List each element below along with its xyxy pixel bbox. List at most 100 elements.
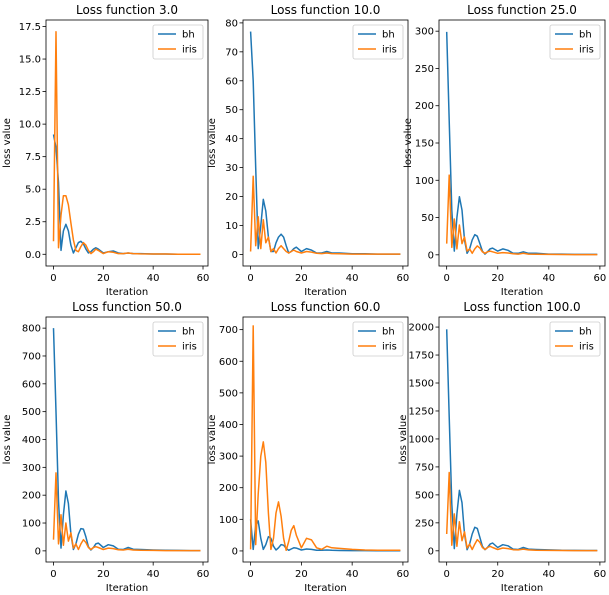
y-axis-label: loss value <box>403 118 414 168</box>
y-tick-label: 250 <box>415 518 434 529</box>
y-tick-label: 100 <box>22 519 41 530</box>
x-tick-label: 20 <box>295 569 308 580</box>
x-tick-label: 60 <box>594 273 607 284</box>
y-tick-label: 50 <box>225 105 238 116</box>
y-tick-label: 250 <box>415 64 434 75</box>
series-line-iris <box>445 174 598 256</box>
y-tick-label: 200 <box>22 491 41 502</box>
y-tick-label: 15.0 <box>19 55 41 66</box>
y-tick-label: 7.5 <box>25 152 41 163</box>
y-tick-label: 0.0 <box>25 250 41 261</box>
chart-title: Loss function 50.0 <box>72 300 182 314</box>
y-tick-label: 50 <box>421 213 434 224</box>
y-axis-label: loss value <box>207 118 218 168</box>
legend-label-iris: iris <box>579 342 594 353</box>
x-tick-label: 60 <box>197 569 210 580</box>
x-tick-label: 60 <box>397 273 410 284</box>
series-line-iris <box>249 175 401 255</box>
x-tick-label: 0 <box>247 273 253 284</box>
x-tick-label: 40 <box>147 569 160 580</box>
y-tick-label: 750 <box>415 462 434 473</box>
x-axis-label: Iteration <box>304 583 346 594</box>
y-tick-label: 1000 <box>409 434 434 445</box>
y-tick-label: 70 <box>225 47 238 58</box>
y-tick-label: 10 <box>225 221 238 232</box>
chart-title: Loss function 25.0 <box>467 3 577 17</box>
y-tick-label: 17.5 <box>19 22 41 33</box>
x-tick-label: 40 <box>542 569 555 580</box>
y-tick-label: 0 <box>428 250 434 261</box>
x-axis-label: Iteration <box>304 287 346 298</box>
y-tick-label: 600 <box>22 379 41 390</box>
y-tick-label: 80 <box>225 18 238 29</box>
axes-frame <box>242 19 409 267</box>
chart-title: Loss function 10.0 <box>271 3 381 17</box>
axes-frame <box>45 19 209 267</box>
y-axis-label: loss value <box>207 415 218 465</box>
x-tick-label: 0 <box>443 273 449 284</box>
y-axis-label: loss value <box>2 415 13 465</box>
x-tick-label: 40 <box>346 273 359 284</box>
x-tick-label: 40 <box>147 273 160 284</box>
legend-label-bh: bh <box>182 30 195 41</box>
x-tick-label: 60 <box>197 273 210 284</box>
legend: bh iris <box>352 321 404 357</box>
chart-3: 0 20 40 60 0 50 100 150 200 250 300 Loss function 2… <box>403 3 606 298</box>
y-tick-label: 300 <box>219 452 238 463</box>
x-tick-label: 0 <box>50 569 56 580</box>
x-tick-label: 0 <box>50 273 56 284</box>
y-tick-label: 500 <box>22 407 41 418</box>
legend-label-bh: bh <box>579 30 592 41</box>
legend: bh iris <box>549 24 601 60</box>
chart-2: 0 20 40 60 0 10 20 30 40 50 60 70 80 Loss function 10… <box>207 3 409 298</box>
x-tick-label: 60 <box>397 569 410 580</box>
y-tick-label: 0 <box>428 546 434 557</box>
x-tick-label: 0 <box>443 569 449 580</box>
y-tick-label: 500 <box>219 388 238 399</box>
y-tick-label: 800 <box>22 324 41 335</box>
legend-label-iris: iris <box>182 45 197 56</box>
y-tick-label: 700 <box>22 351 41 362</box>
y-tick-label: 40 <box>225 134 238 145</box>
axes-frame <box>438 316 606 563</box>
x-tick-label: 20 <box>295 273 308 284</box>
chart-title: Loss function 60.0 <box>271 300 381 314</box>
y-tick-label: 0 <box>232 546 238 557</box>
legend: bh iris <box>352 24 404 60</box>
x-tick-label: 0 <box>247 569 253 580</box>
legend: bh iris <box>152 24 204 60</box>
x-tick-label: 20 <box>97 273 110 284</box>
y-tick-label: 2000 <box>409 323 434 334</box>
x-tick-label: 20 <box>491 569 504 580</box>
y-tick-label: 300 <box>22 463 41 474</box>
y-tick-label: 600 <box>219 357 238 368</box>
y-tick-label: 60 <box>225 76 238 87</box>
y-tick-label: 100 <box>219 515 238 526</box>
y-axis-label: loss value <box>398 415 409 465</box>
y-tick-label: 2.5 <box>25 217 41 228</box>
y-tick-label: 0 <box>35 546 41 557</box>
x-axis-label: Iteration <box>106 287 148 298</box>
y-tick-label: 700 <box>219 325 238 336</box>
x-tick-label: 40 <box>542 273 555 284</box>
y-tick-label: 10.0 <box>19 120 41 131</box>
legend-label-iris: iris <box>382 342 397 353</box>
x-axis-label: Iteration <box>106 583 148 594</box>
y-tick-label: 5.0 <box>25 185 41 196</box>
x-tick-label: 20 <box>97 569 110 580</box>
axes-frame <box>242 316 409 563</box>
chart-6: 0 20 40 60 0 250 500 750 1000 1250 1500 1750 2000 Los… <box>398 300 606 594</box>
legend-label-bh: bh <box>579 327 592 338</box>
legend-label-iris: iris <box>579 45 594 56</box>
y-tick-label: 300 <box>415 27 434 38</box>
legend-label-bh: bh <box>382 327 395 338</box>
legend: bh iris <box>549 321 601 357</box>
y-tick-label: 200 <box>415 101 434 112</box>
y-tick-label: 0 <box>232 250 238 261</box>
series-line-bh <box>249 519 401 552</box>
y-tick-label: 20 <box>225 192 238 203</box>
y-tick-label: 30 <box>225 163 238 174</box>
